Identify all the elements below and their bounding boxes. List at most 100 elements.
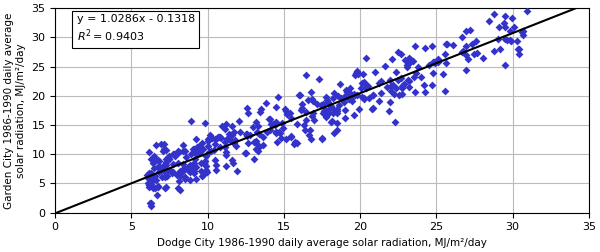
Point [329, 91, 339, 96]
Point [301, 128, 310, 132]
Point [495, 47, 505, 51]
Point [271, 121, 280, 125]
Point [221, 153, 231, 157]
Point [196, 148, 206, 152]
Point [178, 143, 188, 147]
Point [471, 39, 481, 43]
Point [144, 150, 154, 154]
Point [282, 112, 292, 116]
Point [244, 111, 253, 115]
Point [341, 88, 350, 92]
Point [345, 86, 355, 90]
Point [286, 134, 296, 138]
Point [282, 112, 292, 116]
Point [251, 139, 260, 143]
Point [268, 122, 278, 126]
Point [286, 135, 296, 139]
Point [409, 75, 419, 79]
Point [249, 157, 259, 161]
Point [385, 78, 395, 82]
Point [191, 165, 200, 169]
Point [185, 178, 194, 182]
Point [210, 137, 220, 141]
Point [172, 151, 182, 155]
Point [251, 147, 261, 151]
Point [305, 128, 314, 132]
Point [229, 130, 239, 134]
Point [217, 124, 227, 128]
Point [321, 115, 331, 119]
Point [195, 150, 205, 154]
Point [404, 55, 413, 59]
Point [180, 177, 190, 181]
Point [350, 93, 360, 97]
Point [151, 158, 161, 162]
Point [367, 107, 377, 111]
Point [304, 134, 313, 138]
Point [221, 150, 230, 154]
Point [357, 94, 367, 99]
Point [164, 169, 173, 173]
Point [514, 47, 523, 51]
Point [338, 96, 347, 100]
Point [297, 106, 307, 110]
Point [393, 78, 403, 82]
Point [442, 42, 452, 46]
Point [416, 75, 425, 79]
Point [199, 162, 209, 166]
Point [153, 185, 163, 190]
Point [389, 92, 398, 96]
Point [175, 188, 185, 192]
Point [147, 179, 157, 183]
Point [275, 131, 284, 135]
Point [226, 133, 235, 137]
Point [424, 63, 434, 67]
Point [507, 16, 517, 20]
Point [307, 137, 316, 141]
Point [157, 175, 167, 179]
Point [274, 95, 283, 99]
Point [197, 174, 207, 178]
Point [155, 169, 164, 173]
Point [506, 39, 515, 43]
Point [441, 42, 451, 46]
Point [309, 118, 319, 122]
Point [400, 57, 410, 61]
Point [344, 97, 353, 101]
Point [197, 141, 207, 145]
Point [478, 56, 487, 60]
Point [201, 168, 211, 172]
Point [440, 52, 449, 56]
Point [499, 21, 508, 25]
Point [429, 60, 439, 65]
Point [377, 79, 386, 83]
Point [272, 140, 281, 144]
Point [202, 170, 212, 174]
Point [146, 157, 155, 161]
Point [199, 172, 208, 176]
Point [211, 168, 221, 172]
Point [178, 169, 188, 173]
Point [270, 123, 280, 127]
Point [162, 174, 172, 178]
Point [203, 139, 213, 143]
Point [207, 136, 217, 140]
Point [184, 168, 193, 172]
Point [332, 109, 342, 113]
Point [397, 86, 407, 90]
Point [438, 72, 448, 76]
Point [376, 91, 386, 95]
Point [296, 108, 306, 112]
Point [374, 81, 384, 85]
Point [349, 113, 358, 117]
Point [301, 118, 311, 122]
Point [319, 111, 328, 115]
Point [256, 107, 266, 111]
Point [229, 140, 238, 144]
Point [314, 77, 324, 81]
Point [252, 130, 262, 134]
Point [397, 92, 407, 96]
Point [341, 93, 350, 97]
Point [307, 114, 317, 118]
Point [323, 100, 333, 104]
